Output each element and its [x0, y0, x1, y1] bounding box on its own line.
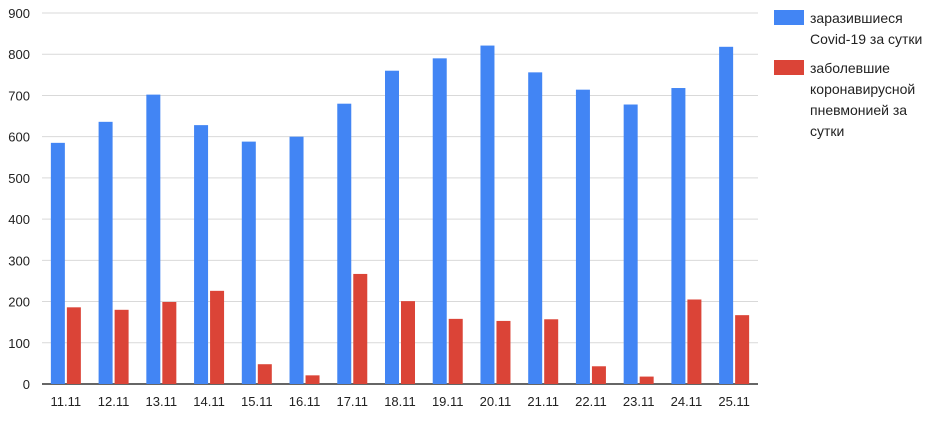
bar-pneumonia — [162, 301, 177, 384]
bar-infected — [241, 141, 256, 384]
bar-infected — [194, 125, 209, 384]
bar-infected — [623, 104, 638, 384]
x-tick-label: 25.11 — [718, 394, 750, 409]
bar-pneumonia — [496, 320, 511, 384]
x-tick-label: 17.11 — [336, 394, 368, 409]
x-tick-label: 24.11 — [671, 394, 703, 409]
x-tick-label: 19.11 — [432, 394, 464, 409]
bar-infected — [98, 121, 113, 385]
bar-infected — [432, 58, 447, 384]
bar-pneumonia — [353, 273, 368, 384]
bar-pneumonia — [448, 318, 463, 384]
y-tick-label: 900 — [8, 6, 30, 21]
y-tick-label: 600 — [8, 130, 30, 145]
bar-infected — [671, 88, 686, 384]
y-tick-label: 800 — [8, 47, 30, 62]
bar-pneumonia — [544, 319, 559, 384]
legend: заразившиеся Covid-19 за сутки заболевши… — [774, 8, 938, 150]
y-tick-label: 300 — [8, 253, 30, 268]
legend-label-infected: заразившиеся Covid-19 за сутки — [810, 10, 923, 47]
bar-infected — [337, 103, 352, 384]
bar-pneumonia — [114, 309, 129, 384]
y-tick-label: 500 — [8, 171, 30, 186]
x-tick-label: 12.11 — [98, 394, 130, 409]
bar-pneumonia — [401, 301, 415, 384]
y-tick-label: 200 — [8, 295, 30, 310]
bar-pneumonia — [735, 315, 750, 384]
bar-pneumonia — [591, 366, 606, 384]
bar-infected — [50, 142, 65, 384]
x-tick-label: 11.11 — [51, 394, 82, 409]
x-tick-label: 14.11 — [193, 394, 225, 409]
bar-pneumonia — [66, 307, 81, 384]
bar-pneumonia — [305, 375, 320, 384]
bar-infected — [146, 94, 161, 385]
x-tick-label: 15.11 — [241, 394, 273, 409]
legend-label-pneumonia: заболевшие коронавирусной пневмонией за … — [810, 60, 916, 139]
x-tick-label: 20.11 — [480, 394, 512, 409]
legend-swatch-infected — [774, 10, 804, 25]
x-tick-label: 22.11 — [575, 394, 607, 409]
bar-infected — [528, 72, 543, 385]
legend-item-pneumonia: заболевшие коронавирусной пневмонией за … — [774, 58, 938, 142]
y-tick-label: 700 — [8, 88, 30, 103]
bar-pneumonia — [687, 299, 702, 384]
x-tick-label: 21.11 — [527, 394, 559, 409]
legend-item-infected: заразившиеся Covid-19 за сутки — [774, 8, 938, 50]
bar-pneumonia — [257, 364, 272, 384]
bar-infected — [385, 70, 399, 384]
y-tick-label: 100 — [8, 336, 30, 351]
bar-infected — [480, 45, 495, 385]
x-tick-label: 23.11 — [623, 394, 655, 409]
bar-infected — [719, 46, 734, 385]
y-tick-label: 0 — [23, 377, 30, 392]
y-tick-label: 400 — [8, 212, 30, 227]
bar-infected — [289, 136, 304, 384]
x-tick-label: 16.11 — [289, 394, 321, 409]
x-tick-label: 18.11 — [384, 394, 416, 409]
bar-pneumonia — [639, 376, 654, 384]
bar-infected — [575, 89, 590, 384]
legend-swatch-pneumonia — [774, 60, 804, 75]
bar-pneumonia — [210, 290, 225, 384]
x-tick-label: 13.11 — [146, 394, 178, 409]
